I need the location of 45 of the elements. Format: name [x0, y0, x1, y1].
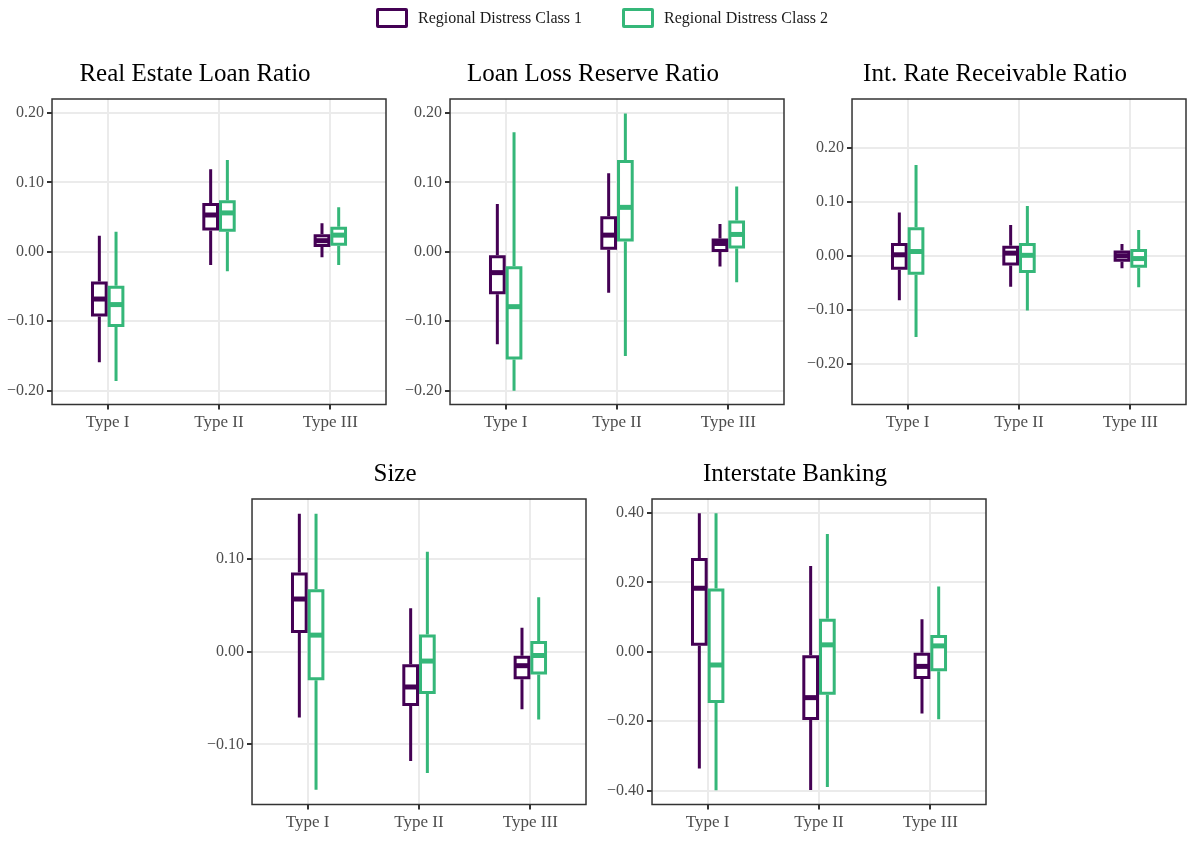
chart-title: Interstate Banking — [703, 458, 888, 486]
y-tick-label: 0.20 — [16, 103, 45, 121]
chart-title: Int. Rate Receivable Ratio — [863, 58, 1127, 86]
y-tick-label: 0.00 — [16, 242, 45, 259]
legend-label: Regional Distress Class 1 — [418, 9, 582, 27]
y-tick-label: 0.10 — [216, 549, 245, 567]
x-tick-label: Type I — [85, 412, 130, 432]
x-tick-label: Type III — [700, 412, 757, 432]
x-tick-label: Type I — [285, 812, 330, 832]
y-tick-label: 0.20 — [616, 572, 645, 590]
x-tick-label: Type II — [394, 812, 444, 832]
x-tick-label: Type I — [483, 412, 528, 432]
y-tick-label: 0.40 — [616, 503, 645, 521]
y-tick-label: −0.20 — [806, 354, 845, 372]
x-tick-label: Type II — [794, 812, 844, 832]
y-tick-label: 0.10 — [816, 191, 845, 209]
chart-title: Loan Loss Reserve Ratio — [466, 58, 720, 86]
x-tick-label: Type III — [502, 812, 559, 832]
y-tick-label: −0.10 — [404, 311, 443, 329]
x-tick-label: Type III — [302, 412, 359, 432]
y-tick-label: −0.10 — [6, 311, 45, 329]
y-tick-label: −0.20 — [606, 711, 645, 729]
x-tick-label: Type II — [592, 412, 642, 432]
x-tick-label: Type III — [1102, 412, 1159, 432]
y-tick-label: 0.00 — [414, 242, 443, 259]
chart-title: Real Estate Loan Ratio — [79, 58, 311, 86]
y-tick-label: 0.10 — [16, 172, 45, 190]
y-tick-label: 0.00 — [616, 642, 645, 659]
y-tick-label: −0.10 — [206, 734, 245, 752]
y-tick-label: 0.00 — [216, 642, 245, 659]
y-tick-label: −0.40 — [606, 780, 645, 798]
x-tick-label: Type II — [194, 412, 244, 432]
y-tick-label: −0.10 — [806, 300, 845, 318]
y-tick-label: −0.20 — [6, 380, 45, 398]
y-tick-label: −0.20 — [404, 380, 443, 398]
x-tick-label: Type I — [685, 812, 730, 832]
y-tick-label: 0.20 — [816, 137, 845, 155]
x-tick-label: Type I — [885, 412, 930, 432]
y-tick-label: 0.20 — [414, 103, 443, 121]
chart-title: Size — [373, 458, 417, 486]
y-tick-label: 0.00 — [816, 246, 845, 264]
x-tick-label: Type II — [994, 412, 1044, 432]
x-tick-label: Type III — [902, 812, 959, 832]
legend-label: Regional Distress Class 2 — [664, 9, 828, 27]
y-tick-label: 0.10 — [414, 172, 443, 190]
